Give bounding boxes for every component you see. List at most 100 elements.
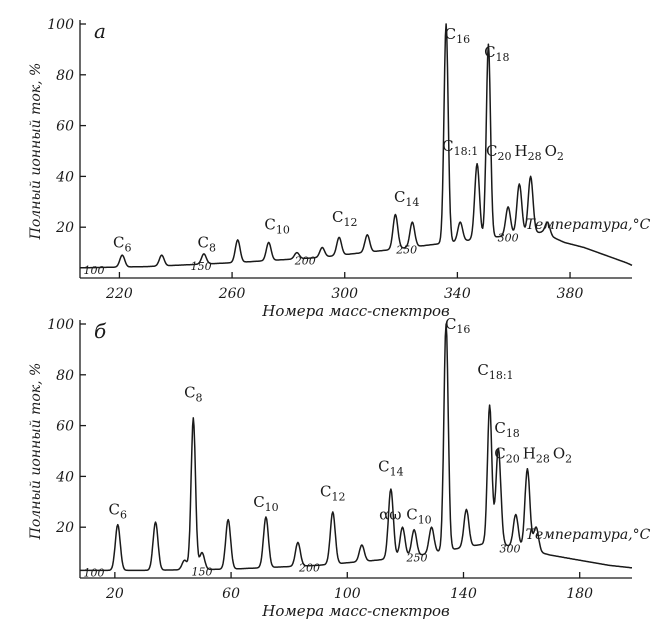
peak-label: C18: [484, 43, 509, 64]
x-axis-label: Номера масс-спектров: [261, 302, 450, 320]
peak-label: C12: [320, 483, 345, 504]
temperature-tick-label: 300: [499, 542, 520, 555]
peak-label: C8: [197, 234, 215, 255]
y-tick-label: 40: [55, 169, 74, 185]
peak-point: [332, 511, 334, 513]
peak-point: [161, 254, 163, 256]
y-tick-label: 60: [56, 419, 74, 435]
y-tick-label: 80: [56, 368, 74, 384]
peak-label: C6: [113, 234, 131, 255]
peak-label: αω C10: [379, 506, 432, 527]
y-tick-label: 40: [55, 469, 74, 485]
peak-point: [338, 236, 340, 238]
y-tick-label: 60: [56, 119, 74, 135]
x-tick-label: 100: [334, 586, 361, 602]
peak-point: [497, 447, 499, 450]
peak-point: [321, 246, 323, 249]
temperature-axis-label: Температура,°C: [526, 217, 651, 233]
peak-point: [394, 213, 397, 216]
peak-point: [268, 241, 270, 244]
peak-point: [117, 524, 119, 526]
peak-point: [487, 43, 489, 45]
temperature-tick-label: 150: [191, 260, 212, 273]
peak-point: [265, 516, 267, 518]
peak-point: [459, 221, 461, 223]
temperature-tick-label: 200: [294, 254, 316, 267]
peak-point: [518, 183, 520, 185]
peak-label: C16: [445, 315, 470, 336]
x-tick-label: 20: [105, 586, 124, 602]
temperature-tick-label: 200: [298, 562, 320, 575]
temperature-tick-label: 150: [192, 566, 213, 579]
peak-point: [296, 252, 298, 254]
peak-point: [192, 417, 194, 419]
peak-point: [237, 239, 239, 241]
peak-point: [445, 23, 447, 25]
peak-label: C14: [394, 188, 419, 209]
peak-point: [535, 526, 537, 528]
y-tick-label: 100: [47, 17, 74, 33]
x-tick-label: 340: [444, 286, 471, 302]
peak-point: [390, 488, 392, 490]
chromatogram-trace: [79, 23, 633, 269]
peak-point: [430, 526, 433, 528]
peak-point: [366, 234, 368, 236]
peak-point: [183, 559, 186, 561]
peak-point: [401, 526, 404, 528]
y-tick-label: 100: [47, 317, 74, 333]
peak-label: C18:1: [477, 361, 513, 382]
panel-label: а: [94, 19, 106, 43]
peak-label: C20 H28 O2: [486, 142, 564, 163]
peak-point: [515, 513, 517, 516]
temperature-axis-label: Температура,°C: [526, 527, 651, 543]
y-axis-label: Полный ионный ток, %: [28, 363, 44, 541]
x-tick-label: 180: [566, 586, 593, 602]
y-tick-label: 80: [56, 68, 74, 84]
chromatogram-trace: [79, 323, 633, 572]
peak-point: [526, 468, 529, 470]
peak-point: [546, 221, 549, 223]
panel-label: б: [94, 319, 107, 343]
peak-point: [227, 518, 229, 521]
peak-point: [411, 221, 413, 223]
peak-point: [530, 175, 532, 177]
x-tick-label: 260: [218, 286, 246, 302]
peak-point: [489, 404, 491, 406]
peak-label: C12: [332, 208, 357, 229]
peak-label: C6: [109, 501, 127, 522]
x-axis-label: Номера масс-спектров: [261, 602, 450, 620]
y-tick-label: 20: [55, 520, 74, 536]
peak-point: [413, 529, 415, 531]
peak-point: [201, 552, 203, 554]
peak-label: C14: [378, 457, 403, 478]
peak-label: C18: [494, 419, 519, 440]
temperature-tick-label: 100: [84, 264, 105, 277]
peak-point: [507, 206, 509, 208]
peak-label: C16: [445, 25, 470, 46]
peak-label: C20 H28 O2: [494, 445, 572, 466]
x-tick-label: 60: [222, 586, 240, 602]
x-tick-label: 220: [105, 286, 133, 302]
peak-point: [154, 521, 157, 523]
peak-point: [445, 323, 447, 325]
x-tick-label: 380: [557, 286, 584, 302]
peak-point: [361, 544, 363, 546]
peak-point: [297, 541, 299, 544]
x-tick-label: 300: [331, 286, 358, 302]
peak-point: [203, 253, 205, 255]
peak-label: C18:1: [442, 137, 478, 158]
peak-point: [465, 508, 467, 511]
y-axis-label: Полный ионный ток, %: [28, 63, 44, 241]
peak-label: C8: [184, 384, 202, 405]
y-tick-label: 20: [55, 220, 74, 236]
peak-label: C10: [264, 216, 289, 237]
temperature-tick-label: 250: [406, 551, 428, 564]
temperature-tick-label: 250: [395, 244, 417, 257]
x-tick-label: 140: [450, 586, 477, 602]
peak-point: [476, 163, 478, 165]
temperature-tick-label: 100: [84, 566, 105, 579]
peak-point: [121, 254, 123, 256]
